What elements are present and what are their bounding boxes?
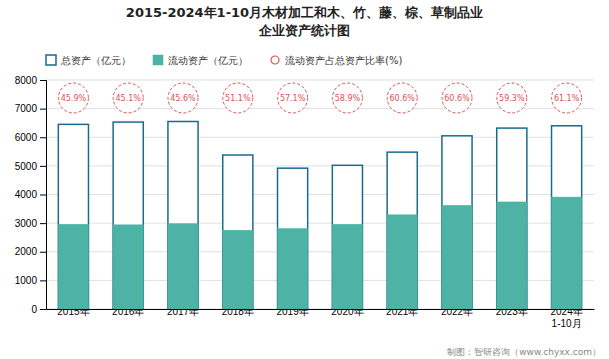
y-tick: 3000 xyxy=(15,218,46,229)
x-axis: 2015年2016年2017年2018年2019年2020年2021年2022年… xyxy=(47,306,595,329)
y-tick-label: 5000 xyxy=(15,161,38,172)
legend-label: 流动资产占总资产比率(%) xyxy=(285,55,402,66)
y-tick-mark xyxy=(40,80,46,81)
ratio-label: 45.9% xyxy=(61,94,87,103)
bar xyxy=(497,202,527,309)
y-tick: 2000 xyxy=(15,246,46,257)
bar xyxy=(58,224,88,309)
y-tick-label: 2000 xyxy=(15,246,38,257)
legend-swatch xyxy=(153,55,163,65)
bar-outline xyxy=(497,128,527,309)
ratio-circle xyxy=(58,83,88,113)
bar-outline xyxy=(278,168,308,309)
y-axis-line xyxy=(40,81,47,310)
ratio-label: 59.3% xyxy=(499,94,525,103)
y-tick-label: 1000 xyxy=(15,275,38,286)
ratio-circle xyxy=(223,83,253,113)
ratio-label: 45.6% xyxy=(170,94,196,103)
chart: 2015-2024年1-10月木材加工和木、竹、藤、棕、草制品业企业资产统计图 0… xyxy=(0,0,609,359)
bar-outline xyxy=(223,155,253,309)
legend-label: 流动资产（亿元） xyxy=(168,55,248,66)
title: 2015-2024年1-10月木材加工和木、竹、藤、棕、草制品业企业资产统计图 xyxy=(126,5,483,38)
y-tick-mark xyxy=(40,195,46,196)
x-tick-label-line: 1-10月 xyxy=(552,318,582,329)
ratio-label: 45.1% xyxy=(115,94,141,103)
y-tick-mark xyxy=(40,309,46,310)
y-axis: 0 1000 2000 3000 4000 5000 6000 7000 8000 xyxy=(15,75,47,315)
legend: 总资产（亿元） 流动资产（亿元） 流动资产占总资产比率(%) xyxy=(46,55,402,66)
bar xyxy=(442,205,472,309)
footer: 制图：智研咨询（www.chyxx.com） xyxy=(447,347,601,357)
bar-outline xyxy=(113,122,143,309)
x-tick: 2024年1-10月 xyxy=(550,306,582,329)
bar xyxy=(332,224,362,309)
bar-outline xyxy=(168,122,198,309)
y-tick: 0 xyxy=(31,304,46,315)
ratio-circle xyxy=(552,83,582,113)
y-tick-mark xyxy=(40,280,46,281)
ratio-label: 60.6% xyxy=(444,94,470,103)
bar xyxy=(113,225,143,309)
y-tick: 6000 xyxy=(15,132,46,143)
ratio-circle xyxy=(497,83,527,113)
marks xyxy=(58,83,581,309)
ratio-circle xyxy=(278,83,308,113)
y-tick-mark xyxy=(40,137,46,138)
grid xyxy=(46,80,594,309)
ratio-label: 57.1% xyxy=(280,94,306,103)
y-tick-mark xyxy=(40,109,46,110)
y-tick-label: 4000 xyxy=(15,189,38,200)
y-tick: 5000 xyxy=(15,161,46,172)
y-tick: 7000 xyxy=(15,103,46,114)
title-line: 企业资产统计图 xyxy=(258,23,350,38)
bar xyxy=(278,229,308,309)
legend-swatch xyxy=(46,55,56,65)
y-tick-label: 7000 xyxy=(15,103,38,114)
bar-series xyxy=(58,197,581,309)
y-tick-mark xyxy=(40,166,46,167)
bar-outline xyxy=(58,124,88,309)
ratio-circle xyxy=(168,83,198,113)
ratio-label: 58.9% xyxy=(335,94,361,103)
bar-outline xyxy=(332,165,362,309)
legend-label: 总资产（亿元） xyxy=(60,55,131,66)
y-tick: 4000 xyxy=(15,189,46,200)
y-tick-label: 8000 xyxy=(15,75,38,86)
x-tick-label: 2024年1-10月 xyxy=(550,306,582,329)
bar-outline xyxy=(442,136,472,309)
ratio-circle xyxy=(442,83,472,113)
bar-outline xyxy=(552,126,582,309)
ratio-circles xyxy=(58,83,581,113)
ratio-circle xyxy=(332,83,362,113)
grid-line xyxy=(46,80,594,81)
bar xyxy=(223,230,253,309)
ratio-label: 60.6% xyxy=(389,94,415,103)
y-tick-label: 0 xyxy=(31,304,37,315)
legend-item: 总资产（亿元） xyxy=(46,55,131,66)
plot: 0 1000 2000 3000 4000 5000 6000 7000 8000 2015年20… xyxy=(15,75,595,329)
title-line: 2015-2024年1-10月木材加工和木、竹、藤、棕、草制品业 xyxy=(126,5,483,20)
ratio-labels: 45.9% 45.1% 45.6% 51.1% 57.1% 58.9% 60.6% 60.6%… xyxy=(61,94,580,103)
y-tick: 8000 xyxy=(15,75,46,86)
y-tick-label: 3000 xyxy=(15,218,38,229)
bar xyxy=(552,197,582,309)
bar-outline xyxy=(387,152,417,309)
y-tick-label: 6000 xyxy=(15,132,38,143)
legend-item: 流动资产（亿元） xyxy=(153,55,248,66)
bar xyxy=(168,224,198,309)
ratio-circle xyxy=(113,83,143,113)
legend-item: 流动资产占总资产比率(%) xyxy=(271,55,402,66)
y-tick-mark xyxy=(40,223,46,224)
bar-series xyxy=(58,122,581,309)
bar xyxy=(387,215,417,309)
ratio-label: 51.1% xyxy=(225,94,251,103)
y-tick: 1000 xyxy=(15,275,46,286)
y-tick-mark xyxy=(40,252,46,253)
ratio-circle xyxy=(387,83,417,113)
legend-swatch xyxy=(271,56,279,64)
ratio-label: 61.1% xyxy=(554,94,580,103)
